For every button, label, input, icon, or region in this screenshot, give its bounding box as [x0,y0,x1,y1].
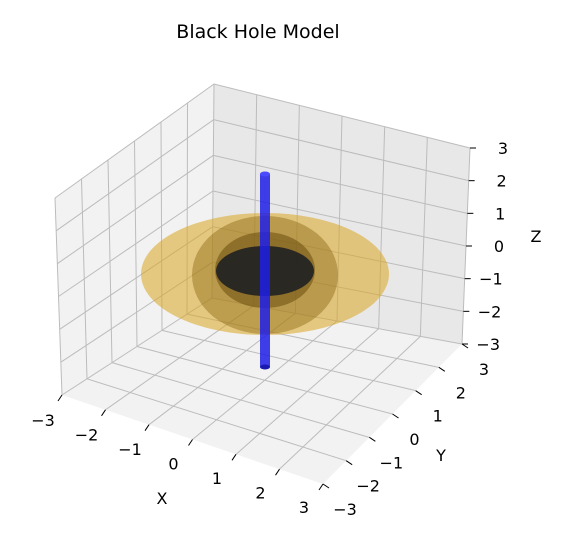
grid-lines [55,94,469,470]
x-tick-label: 1 [212,469,222,488]
x-tick-label: −1 [118,440,142,459]
z-tick-label: 2 [496,172,506,191]
y-tick-label: 0 [409,430,419,449]
y-tick-mark [322,483,330,489]
floor-pane [62,298,462,484]
x-tick-mark [188,439,193,446]
x-tick-mark [231,454,237,461]
y-tick-mark [392,413,399,419]
x-tick-label: −3 [31,411,55,430]
z-axis-label: Z [531,227,542,246]
x-tick-label: 2 [255,484,265,503]
grid-line-floor [279,335,421,470]
scene-objects [141,171,389,370]
y-tick-label: 1 [433,407,443,426]
z-tick-label: 0 [494,237,504,256]
x-tick-mark [57,394,63,402]
z-tick-label: 3 [498,139,508,158]
y-tick-label: −3 [333,500,357,519]
x-tick-mark [275,468,280,476]
z-tick-label: −1 [479,270,503,289]
z-tick-label: −2 [478,302,502,321]
y-tick-mark [345,460,353,466]
jet [260,171,270,370]
y-axis-label: Y [435,446,446,465]
y-tick-label: 3 [479,360,489,379]
z-tick-label: −3 [476,335,500,354]
y-tick-mark [415,390,422,396]
y-tick-mark [461,343,469,349]
x-tick-mark [318,483,324,491]
chart-title: Black Hole Model [176,21,339,43]
x-tick-mark [101,409,106,417]
z-tick-label: 1 [495,204,505,223]
back-left-pane [55,84,214,395]
x-tick-label: −2 [75,426,99,445]
y-tick-label: −2 [356,477,380,496]
x-tick-mark [144,424,150,431]
y-tick-label: −1 [380,453,404,472]
y-tick-mark [438,366,446,372]
x-tick-label: 0 [168,455,178,474]
tick-marks [57,147,476,491]
y-tick-mark [369,436,376,442]
x-axis-label: X [157,489,168,508]
x-tick-label: 3 [299,498,309,517]
y-tick-label: 2 [456,383,466,402]
